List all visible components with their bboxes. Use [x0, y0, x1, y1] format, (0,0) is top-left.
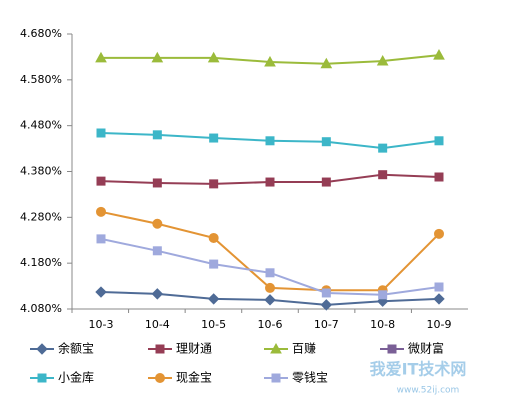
point — [265, 268, 275, 278]
point — [96, 234, 106, 244]
point — [376, 55, 389, 66]
point — [320, 57, 333, 69]
y-tick-label: 4.180% — [20, 256, 62, 269]
point — [321, 137, 331, 147]
point — [321, 288, 331, 298]
point — [151, 51, 164, 63]
x-tick-label: 10-5 — [201, 318, 226, 331]
x-tick-label: 10-4 — [145, 318, 170, 331]
point — [433, 49, 445, 60]
point — [209, 133, 219, 143]
legend-label: 零钱宝 — [292, 370, 328, 385]
point — [321, 177, 331, 187]
legend-label: 余额宝 — [58, 341, 94, 356]
legend-marker — [271, 373, 281, 383]
point — [264, 294, 276, 306]
point — [152, 178, 162, 188]
point — [96, 128, 106, 138]
legend-label: 百赚 — [292, 341, 316, 356]
point — [95, 51, 107, 63]
legend-label: 小金库 — [58, 370, 94, 385]
watermark-url: www.52ij.com — [397, 386, 460, 396]
x-tick-label: 10-8 — [370, 318, 395, 331]
point — [209, 179, 219, 189]
point — [209, 259, 219, 269]
y-tick-label: 4.580% — [20, 73, 62, 86]
y-tick-label: 4.280% — [20, 210, 62, 223]
point — [207, 293, 220, 305]
watermark: 我爱IT技术网 — [370, 360, 467, 379]
point — [95, 286, 107, 298]
legend-marker — [270, 342, 282, 354]
y-tick-label: 4.380% — [20, 165, 62, 178]
point — [264, 55, 276, 67]
legend-label: 微财富 — [408, 341, 444, 356]
point — [434, 172, 444, 182]
point — [378, 170, 388, 180]
point — [151, 288, 164, 300]
y-tick-label: 4.480% — [20, 119, 62, 132]
x-tick-label: 10-3 — [89, 318, 114, 331]
legend-marker — [387, 344, 397, 354]
point — [152, 246, 162, 256]
point — [207, 51, 220, 63]
y-tick-label: 4.680% — [20, 27, 62, 40]
x-tick-label: 10-9 — [427, 318, 452, 331]
legend-label: 现金宝 — [176, 370, 212, 385]
point — [96, 176, 106, 186]
point — [378, 290, 388, 300]
point — [434, 136, 444, 146]
point — [378, 143, 388, 153]
point — [265, 136, 275, 146]
point — [208, 232, 219, 243]
point — [96, 206, 106, 217]
x-tick-label: 10-7 — [314, 318, 339, 331]
point — [433, 293, 445, 305]
point — [152, 130, 162, 140]
x-tick-label: 10-6 — [258, 318, 283, 331]
legend-marker — [155, 373, 165, 383]
legend-marker — [37, 373, 47, 383]
legend-marker — [155, 344, 165, 354]
point — [265, 177, 275, 187]
point — [434, 228, 444, 239]
point — [434, 282, 444, 292]
point — [265, 282, 275, 293]
point — [152, 218, 163, 229]
legend-marker — [36, 343, 48, 355]
y-tick-label: 4.080% — [20, 302, 62, 315]
legend-label: 理财通 — [176, 342, 212, 356]
point — [320, 299, 333, 311]
